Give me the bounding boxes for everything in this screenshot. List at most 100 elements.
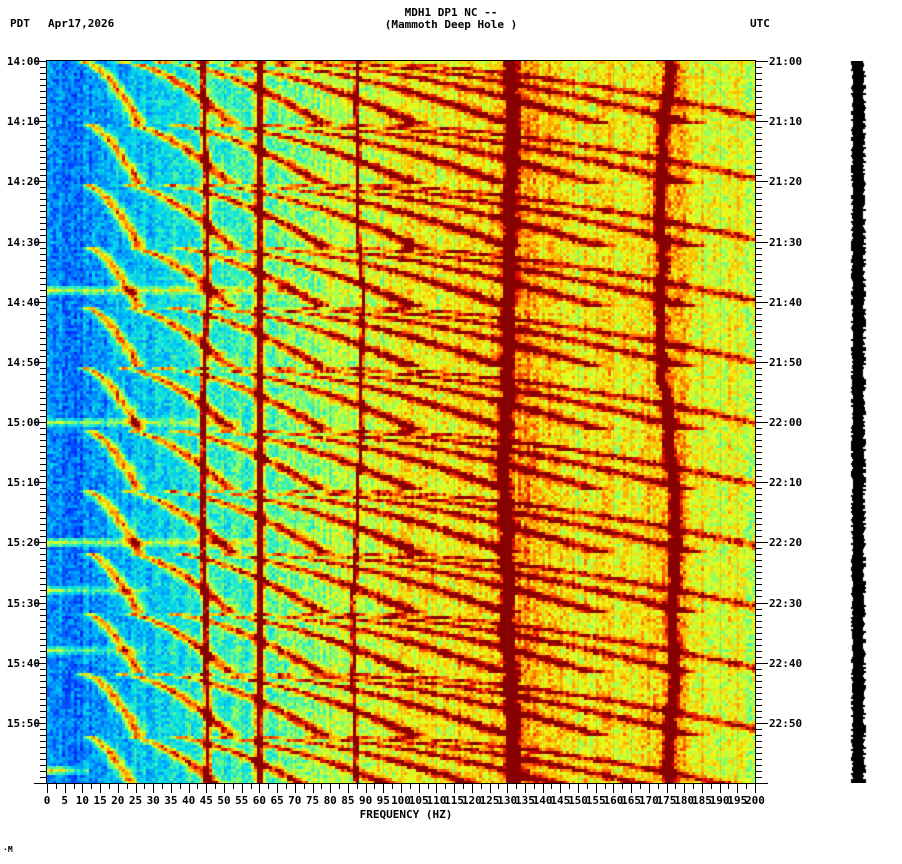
x-axis-label: 50 xyxy=(217,794,231,807)
y-axis-label-utc: 21:10 xyxy=(769,115,803,129)
x-tick-major xyxy=(737,784,738,793)
y-tick-minor-left xyxy=(40,332,46,333)
y-tick-minor-right xyxy=(756,669,762,670)
y-tick-minor-left xyxy=(40,290,46,291)
y-tick-minor-right xyxy=(756,687,762,688)
y-axis-label-pdt: 14:10 xyxy=(6,115,40,129)
y-tick-minor-right xyxy=(756,145,762,146)
y-tick-minor-right xyxy=(756,73,762,74)
y-tick-minor-right xyxy=(756,590,762,591)
y-axis-label-utc: 22:40 xyxy=(769,656,803,670)
y-tick-minor-left xyxy=(40,506,46,507)
y-tick-minor-right xyxy=(756,254,762,255)
y-tick-minor-left xyxy=(40,398,46,399)
y-tick-minor-right xyxy=(756,675,762,676)
y-tick-minor-left xyxy=(40,356,46,357)
x-tick-major xyxy=(560,784,561,793)
y-tick-minor-right xyxy=(756,404,762,405)
x-axis-label: 115 xyxy=(444,794,465,807)
x-tick-major xyxy=(82,784,83,793)
x-tick-major xyxy=(136,784,137,793)
y-tick-minor-left xyxy=(40,464,46,465)
y-tick-minor-right xyxy=(756,651,762,652)
x-tick-minor xyxy=(268,784,269,789)
y-tick-minor-right xyxy=(756,139,762,140)
y-tick-major-right xyxy=(756,362,768,363)
y-tick-minor-right xyxy=(756,584,762,585)
y-tick-minor-right xyxy=(756,705,762,706)
y-tick-minor-right xyxy=(756,127,762,128)
y-axis-label-utc: 22:00 xyxy=(769,416,803,429)
y-tick-minor-left xyxy=(40,596,46,597)
x-tick-major xyxy=(454,784,455,793)
y-tick-minor-left xyxy=(40,735,46,736)
y-tick-minor-left xyxy=(40,175,46,176)
y-tick-minor-right xyxy=(756,79,762,80)
y-tick-minor-right xyxy=(756,747,762,748)
y-tick-minor-right xyxy=(756,428,762,429)
x-tick-minor xyxy=(569,784,570,789)
y-tick-minor-right xyxy=(756,765,762,766)
y-tick-minor-right xyxy=(756,657,762,658)
x-tick-major xyxy=(171,784,172,793)
y-tick-minor-right xyxy=(756,681,762,682)
y-tick-minor-left xyxy=(40,109,46,110)
y-tick-minor-left xyxy=(40,163,46,164)
y-tick-minor-left xyxy=(40,554,46,555)
y-tick-minor-left xyxy=(40,476,46,477)
y-axis-label-utc: 21:50 xyxy=(769,355,803,369)
y-axis-label-utc: 21:20 xyxy=(769,175,803,189)
y-tick-minor-right xyxy=(756,109,762,110)
y-tick-minor-left xyxy=(40,590,46,591)
y-tick-minor-left xyxy=(40,639,46,640)
y-tick-minor-left xyxy=(40,458,46,459)
y-tick-major-right xyxy=(756,242,768,243)
y-axis-label-pdt: 15:20 xyxy=(6,536,40,550)
y-tick-minor-right xyxy=(756,488,762,489)
y-tick-minor-right xyxy=(756,398,762,399)
y-tick-minor-right xyxy=(756,494,762,495)
y-tick-minor-left xyxy=(40,440,46,441)
x-tick-minor xyxy=(605,784,606,789)
date-label: Apr17,2026 xyxy=(48,17,115,30)
y-tick-minor-right xyxy=(756,735,762,736)
y-tick-minor-left xyxy=(40,434,46,435)
y-tick-minor-right xyxy=(756,266,762,267)
y-tick-minor-right xyxy=(756,711,762,712)
y-tick-minor-right xyxy=(756,699,762,700)
spectrogram-plot[interactable] xyxy=(47,61,755,783)
y-tick-major-left xyxy=(34,783,46,784)
y-tick-major-left xyxy=(34,181,46,182)
x-tick-major xyxy=(118,784,119,793)
x-tick-minor xyxy=(374,784,375,789)
y-tick-minor-right xyxy=(756,777,762,778)
y-tick-minor-right xyxy=(756,193,762,194)
y-tick-minor-right xyxy=(756,326,762,327)
y-tick-minor-left xyxy=(40,91,46,92)
y-tick-minor-right xyxy=(756,199,762,200)
y-tick-minor-left xyxy=(40,97,46,98)
y-tick-minor-right xyxy=(756,205,762,206)
x-axis-label: 20 xyxy=(111,794,125,807)
x-tick-major xyxy=(578,784,579,793)
y-tick-minor-right xyxy=(756,151,762,152)
y-tick-major-left xyxy=(34,542,46,543)
y-tick-minor-left xyxy=(40,669,46,670)
y-tick-minor-right xyxy=(756,350,762,351)
y-tick-minor-left xyxy=(40,350,46,351)
x-axis-label: 135 xyxy=(514,794,535,807)
y-tick-minor-left xyxy=(40,699,46,700)
y-tick-minor-right xyxy=(756,410,762,411)
x-axis-label: 150 xyxy=(568,794,588,807)
x-tick-minor xyxy=(640,784,641,789)
y-tick-minor-left xyxy=(40,169,46,170)
y-tick-minor-left xyxy=(40,229,46,230)
x-tick-major xyxy=(613,784,614,793)
y-tick-minor-right xyxy=(756,771,762,772)
x-axis-label: 5 xyxy=(61,794,68,807)
y-tick-minor-right xyxy=(756,235,762,236)
y-tick-major-right xyxy=(756,663,768,664)
y-axis-label-pdt: 15:40 xyxy=(6,656,40,670)
x-tick-minor xyxy=(410,784,411,789)
x-tick-major xyxy=(295,784,296,793)
